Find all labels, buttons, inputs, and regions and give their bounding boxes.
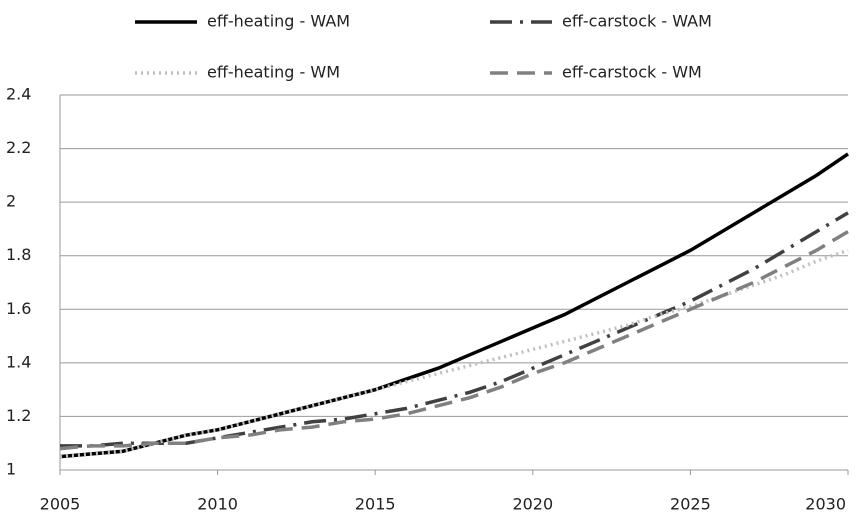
x-tick-label: 2020 [512, 495, 553, 514]
y-tick-label: 2 [6, 192, 16, 211]
y-tick-label: 1.8 [6, 245, 31, 264]
legend-label: eff-carstock - WM [562, 63, 702, 82]
y-tick-label: 1.2 [6, 406, 31, 425]
series-line [60, 211, 849, 448]
legend-label: eff-heating - WAM [207, 12, 350, 31]
legend-label: eff-carstock - WAM [562, 12, 712, 31]
x-tick-label: 2025 [670, 495, 711, 514]
y-tick-label: 1.4 [6, 352, 31, 371]
x-tick-label: 2005 [40, 495, 81, 514]
y-tick-label: 1 [6, 460, 16, 479]
x-tick-label: 2015 [355, 495, 396, 514]
series-line [59, 152, 849, 459]
x-tick-label: 2030 [805, 495, 846, 514]
legend-label: eff-heating - WM [207, 63, 340, 82]
series-line [59, 248, 849, 459]
y-tick-label: 2.4 [6, 85, 31, 104]
y-tick-label: 1.6 [6, 299, 31, 318]
y-tick-label: 2.2 [6, 138, 31, 157]
x-tick-label: 2010 [197, 495, 238, 514]
series-line [59, 230, 849, 451]
